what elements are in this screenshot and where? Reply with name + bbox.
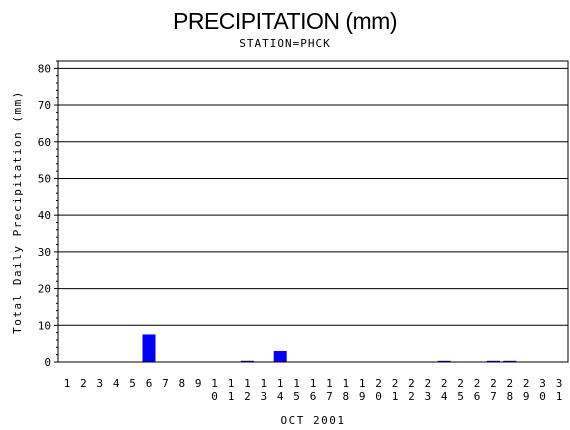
y-tick-label: 40 [38, 209, 51, 222]
x-tick-label: 3 [96, 377, 103, 390]
x-axis-label: OCT 2001 [281, 414, 346, 427]
x-tick-label: 8 [178, 377, 185, 390]
bar-day-28 [503, 360, 517, 362]
bar-day-14 [273, 350, 287, 362]
chart-subtitle: STATION=PHCK [239, 37, 330, 50]
bars [142, 334, 517, 362]
y-tick-label: 30 [38, 246, 51, 259]
x-tick-label: 5 [129, 377, 136, 390]
gridlines [58, 67, 568, 326]
x-axis: 1 2 3 4 5 6 7 8 9 1 01 11 21 31 41 51 61 71 81 92 02 12 22 32 42… [64, 377, 563, 403]
bar-day-24 [437, 360, 451, 362]
x-tick-label: 6 [146, 377, 153, 390]
x-tick-label: 4 [113, 377, 120, 390]
y-axis: 0 10 20 30 40 50 60 70 80 [38, 60, 58, 369]
y-tick-label: 60 [38, 136, 51, 149]
y-tick-label: 70 [38, 99, 51, 112]
x-tick-label: 9 [195, 377, 202, 390]
y-tick-label: 80 [38, 62, 51, 75]
x-tick-label: 2 [80, 377, 87, 390]
x-tick-label: 1 [64, 377, 71, 390]
bar-day-6 [142, 334, 156, 362]
y-axis-label: Total Daily Precipitation (mm) [11, 90, 24, 334]
bar-day-12 [240, 360, 254, 362]
x-tick-label: 7 [162, 377, 169, 390]
y-tick-label: 50 [38, 172, 51, 185]
y-tick-label: 0 [44, 356, 51, 369]
bar-day-27 [486, 360, 500, 362]
chart-title: PRECIPITATION (mm) [173, 8, 397, 34]
plot-frame [57, 60, 569, 363]
y-tick-label: 10 [38, 319, 51, 332]
y-tick-label: 20 [38, 283, 51, 296]
